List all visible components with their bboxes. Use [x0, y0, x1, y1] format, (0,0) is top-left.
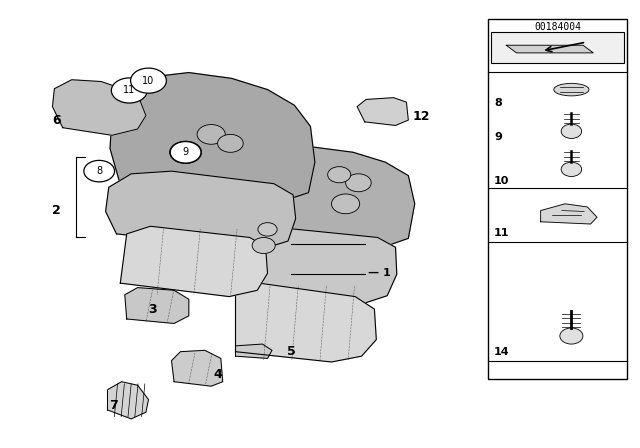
Text: 8: 8	[494, 98, 502, 108]
Text: 3: 3	[148, 302, 157, 316]
Text: 8: 8	[96, 166, 102, 176]
Text: 4: 4	[213, 367, 222, 381]
Text: 6: 6	[52, 114, 61, 128]
Text: 11: 11	[123, 86, 136, 95]
Text: 10: 10	[142, 76, 155, 86]
FancyBboxPatch shape	[488, 19, 627, 379]
Circle shape	[131, 68, 166, 93]
Polygon shape	[52, 80, 146, 135]
Polygon shape	[261, 147, 415, 247]
Circle shape	[346, 174, 371, 192]
Text: 5: 5	[287, 345, 296, 358]
Text: 12: 12	[412, 110, 430, 123]
Circle shape	[218, 134, 243, 152]
Text: 7: 7	[109, 399, 118, 412]
Polygon shape	[541, 204, 597, 224]
Text: 00184004: 00184004	[534, 22, 581, 32]
Text: 2: 2	[52, 204, 61, 217]
Polygon shape	[236, 283, 376, 362]
Circle shape	[561, 124, 582, 138]
FancyBboxPatch shape	[491, 32, 624, 63]
Polygon shape	[125, 288, 189, 323]
Polygon shape	[110, 73, 315, 202]
Circle shape	[111, 78, 147, 103]
Text: 11: 11	[494, 228, 509, 238]
Text: 10: 10	[494, 177, 509, 186]
Circle shape	[252, 237, 275, 254]
Circle shape	[328, 167, 351, 183]
Text: 9: 9	[494, 132, 502, 142]
Circle shape	[561, 162, 582, 177]
Circle shape	[84, 160, 115, 182]
Text: 9: 9	[182, 147, 189, 157]
Circle shape	[197, 125, 225, 144]
Text: — 1: — 1	[368, 268, 391, 278]
Polygon shape	[506, 45, 593, 53]
Ellipse shape	[554, 83, 589, 96]
Circle shape	[332, 194, 360, 214]
Polygon shape	[108, 382, 148, 419]
Circle shape	[170, 141, 202, 164]
Polygon shape	[357, 98, 408, 125]
Circle shape	[258, 223, 277, 236]
Polygon shape	[172, 350, 223, 386]
Circle shape	[560, 328, 583, 344]
Polygon shape	[106, 171, 296, 250]
Polygon shape	[236, 225, 397, 306]
Polygon shape	[236, 344, 272, 358]
Polygon shape	[120, 226, 268, 297]
Circle shape	[170, 142, 201, 163]
Text: 14: 14	[494, 347, 509, 357]
